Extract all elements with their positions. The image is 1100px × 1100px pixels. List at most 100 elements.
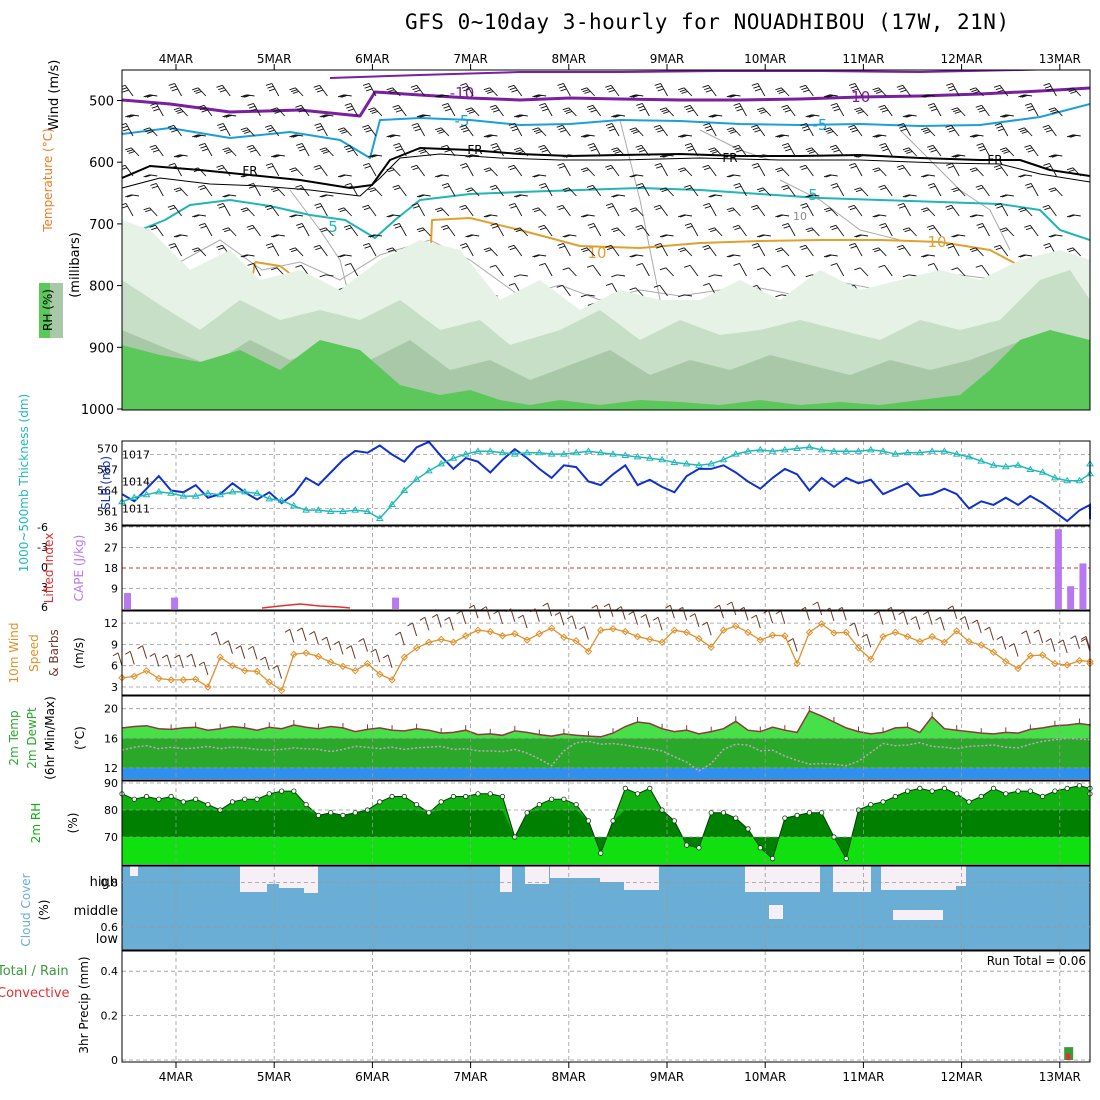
wind-barb-flag [265,243,273,246]
wind-barb-flag [756,107,764,111]
wind-barb-shaft [1000,203,1009,217]
thickness-point [805,443,814,450]
wind-barb-flag [663,154,670,158]
wind-barb-flag [558,207,565,211]
wind-barb-flag [441,103,449,106]
wind-barb-flag [145,129,152,133]
wind-barb [636,263,650,277]
wind-barb-shaft [465,243,474,257]
wind-barb-flag [728,254,735,258]
wind-barb-shaft [465,125,474,137]
wind-barb-shaft [999,245,1009,257]
wind-barb-flag [1018,254,1025,258]
wind-barb [586,104,602,117]
wind-barb-flag [289,214,296,218]
surface-wind-barb [836,606,847,621]
wind-barb [879,143,893,157]
date-label-bottom: 5MAR [257,1070,292,1084]
wind-barb-flag [344,103,351,106]
surface-barb-flag [480,606,487,611]
wind-barb-flag [872,247,879,251]
wind-barb [1018,254,1033,258]
wind-barb-flag [781,104,788,108]
lifted-tick-label: 0 [41,561,48,574]
wind-barb-flag [733,263,740,266]
wind-barb [508,123,523,137]
wind-barb-flag [659,234,667,238]
thickness-point [326,507,335,514]
wind-barb-flag [201,148,209,152]
wind-barb-shaft [350,103,359,117]
wind-barb-flag [483,247,490,251]
wind-barb-shaft [519,147,529,157]
wind-barb-flag [175,234,182,238]
wind-barb [319,114,334,118]
dewpt-line [121,737,1091,772]
wind-barb-shaft [174,243,182,257]
wind-barb-flag [979,109,986,113]
surface-barb-flag [849,622,855,627]
wind-barb-shaft [1048,125,1057,137]
wind-barb-flag [217,123,224,126]
surface-barb-flag [665,604,671,609]
wind-barb-flag [364,245,371,249]
wind-barb-flag [874,134,881,138]
rh-point [745,826,751,832]
wind-barb-flag [438,131,445,134]
wind-barb-shaft [884,185,893,197]
wind-barb-flag [394,145,402,149]
wind-barb-flag [369,234,377,238]
wind-barb-shaft [544,183,553,197]
wind-barb-flag [246,224,253,228]
thickness-point [375,514,384,521]
wind-barb [465,107,480,117]
surface-barb-flag [603,603,610,608]
wind-barb [975,264,990,277]
wind-barb-flag [564,189,571,193]
wind-barb [654,243,668,257]
surface-barb-shaft [154,653,160,667]
wind-barb-flag [298,109,305,113]
surface-wind-barb [984,626,995,641]
wind-barb-shaft [926,207,936,217]
wind-barb-shaft [343,207,353,217]
surface-barb-flag [800,606,806,611]
wind-barb-flag [872,134,879,138]
wind-barb-flag [268,88,276,92]
wind-barb [902,274,917,278]
wind-barb-flag [977,187,984,191]
wind-barb-flag [775,214,782,218]
wind-barb-flag [468,154,476,158]
wind-barb-shaft [513,85,523,97]
minmax-axis-label: (6hr Min/Max) [43,696,57,780]
wind-barb-flag [994,203,1002,206]
wind-frame [121,610,1091,696]
wind-barb-shaft [252,225,261,237]
wind-barb-flag [750,204,758,208]
wind-barb [829,224,845,237]
wind-barb-flag [971,89,978,93]
wind-barb-shaft [544,263,553,277]
wind-barb-flag [266,127,273,131]
wind-barb-shaft [222,203,231,217]
wind-barb-shaft [835,225,845,237]
wind-barb-flag [435,94,442,98]
wind-barb-flag [122,203,127,206]
wind-barb [854,187,869,197]
wind-barb-shaft [714,274,723,277]
wind-barb-flag [411,123,418,126]
thickness-line [121,446,1091,520]
wind-barb [539,263,553,277]
wind-barb [782,223,796,237]
wind-barb-shaft [999,165,1009,177]
wind-barb [410,84,425,97]
wind-speed-point [621,627,629,636]
wind-barb [513,227,529,237]
wind-barb-shaft [975,247,984,257]
rh-point [622,785,628,792]
precip-legend-convective: Convective [0,986,70,1001]
wind-barb-shaft [1054,107,1063,117]
wind-barb [1042,204,1057,217]
wind-barb-flag [222,227,229,231]
wind-barb-flag [726,174,733,178]
